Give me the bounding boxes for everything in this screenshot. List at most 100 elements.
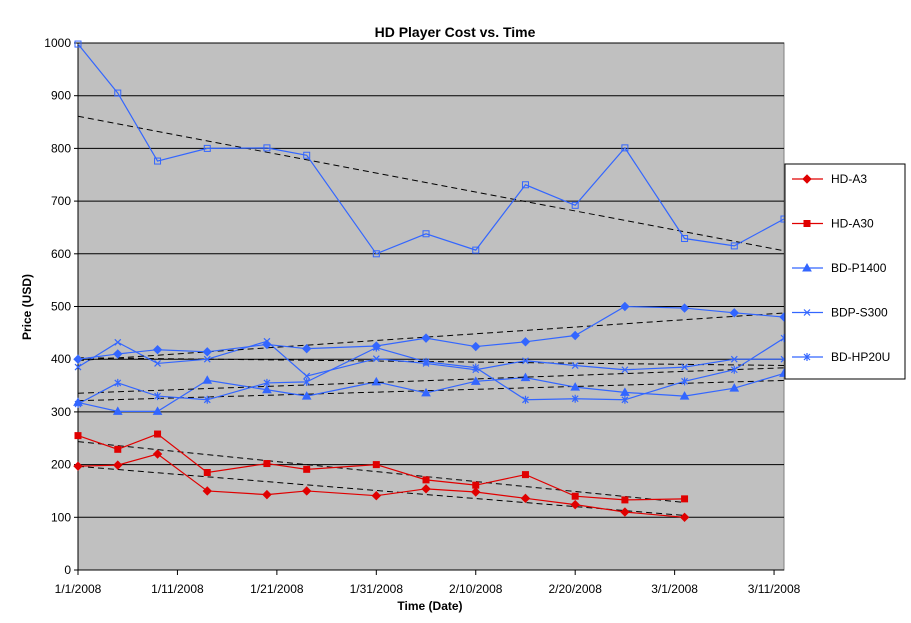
plot-area: 0 100 200 300 400 500 600 700 800 900 1000 1/1/2008…	[44, 36, 800, 596]
data-point	[74, 432, 82, 440]
data-point	[679, 391, 690, 400]
y-tick-label: 700	[51, 194, 71, 208]
data-point	[730, 355, 738, 363]
data-point	[421, 387, 431, 397]
legend: HD-A3 HD-A30 BD-P1400 BDP-S300 BD-HP20U	[784, 163, 906, 380]
data-point	[472, 481, 480, 489]
data-point	[372, 461, 380, 469]
data-point	[154, 392, 161, 401]
data-point	[263, 460, 271, 468]
data-point	[113, 349, 123, 359]
data-point	[154, 359, 161, 367]
legend-marker	[803, 353, 811, 361]
data-point	[421, 333, 431, 343]
data-point	[263, 144, 271, 152]
data-point	[422, 476, 430, 484]
legend-marker	[803, 220, 811, 227]
data-point	[73, 354, 83, 364]
data-point	[74, 363, 82, 371]
x-tick-label: 2/10/2008	[449, 582, 503, 596]
data-point	[522, 395, 529, 404]
data-point	[152, 345, 163, 355]
data-point	[679, 303, 690, 313]
y-tick-label: 900	[51, 89, 71, 103]
y-tick-label: 500	[51, 300, 71, 314]
data-point	[621, 366, 629, 374]
data-point	[202, 486, 212, 496]
trendline-6	[77, 312, 785, 362]
data-point	[571, 394, 579, 403]
data-point	[421, 484, 431, 494]
data-point	[114, 445, 122, 453]
data-point	[571, 492, 579, 500]
legend-label: BD-HP20U	[831, 350, 890, 364]
trendline-3	[77, 357, 785, 366]
data-point	[681, 377, 688, 386]
x-tick-label: 3/1/2008	[651, 582, 698, 596]
legend-label: BDP-S300	[831, 306, 888, 320]
data-point	[522, 357, 529, 365]
data-point	[681, 235, 689, 243]
data-point	[681, 363, 688, 371]
data-point	[472, 246, 480, 254]
data-point	[301, 343, 312, 354]
chart-title: HD Player Cost vs. Time	[375, 24, 536, 40]
data-point	[472, 363, 480, 372]
data-point	[371, 341, 382, 351]
data-point	[372, 355, 380, 363]
data-point	[301, 486, 312, 496]
data-point	[154, 430, 162, 438]
data-point	[113, 460, 123, 470]
legend-marker	[802, 174, 812, 184]
data-point	[620, 387, 630, 396]
data-point	[203, 469, 211, 477]
data-point	[422, 357, 430, 366]
data-point	[262, 384, 272, 394]
data-point	[521, 471, 529, 479]
data-point	[154, 157, 162, 165]
y-axis-title: Price (USD)	[20, 274, 34, 340]
legend-label: HD-A3	[831, 172, 867, 186]
y-tick-label: 600	[51, 247, 71, 261]
y-tick-label: 1000	[44, 36, 71, 50]
y-tick-label: 800	[51, 141, 71, 155]
trendline-1	[77, 441, 685, 503]
data-point	[571, 201, 579, 209]
trendline-2	[77, 379, 785, 402]
data-point	[303, 465, 311, 473]
data-point	[303, 372, 311, 380]
y-tick-label: 200	[51, 458, 71, 472]
data-point	[202, 347, 212, 357]
data-point	[620, 507, 630, 517]
data-point	[729, 383, 740, 392]
data-point	[422, 230, 430, 238]
data-point	[74, 399, 82, 408]
data-point	[114, 89, 122, 97]
data-point	[74, 40, 82, 48]
data-point	[681, 495, 689, 503]
data-point	[112, 406, 123, 415]
data-point	[471, 341, 481, 352]
data-point	[520, 337, 531, 347]
data-point	[730, 365, 738, 374]
x-axis-title: Time (Date)	[397, 599, 462, 613]
data-point	[570, 382, 581, 391]
data-point	[303, 151, 311, 159]
data-point	[470, 376, 481, 385]
trendline-4	[77, 367, 785, 394]
y-tick-label: 0	[64, 563, 71, 577]
y-tick-label: 300	[51, 405, 71, 419]
data-point	[730, 242, 738, 250]
legend-label: BD-P1400	[831, 261, 887, 275]
data-point	[521, 181, 529, 189]
y-tick-label: 100	[51, 510, 71, 524]
data-point	[729, 308, 739, 318]
data-point	[152, 449, 163, 459]
data-point	[262, 489, 272, 500]
data-point	[621, 496, 629, 504]
data-point	[262, 339, 272, 350]
x-tick-label: 1/31/2008	[350, 582, 404, 596]
x-tick-label: 1/21/2008	[250, 582, 304, 596]
data-point	[202, 375, 213, 384]
